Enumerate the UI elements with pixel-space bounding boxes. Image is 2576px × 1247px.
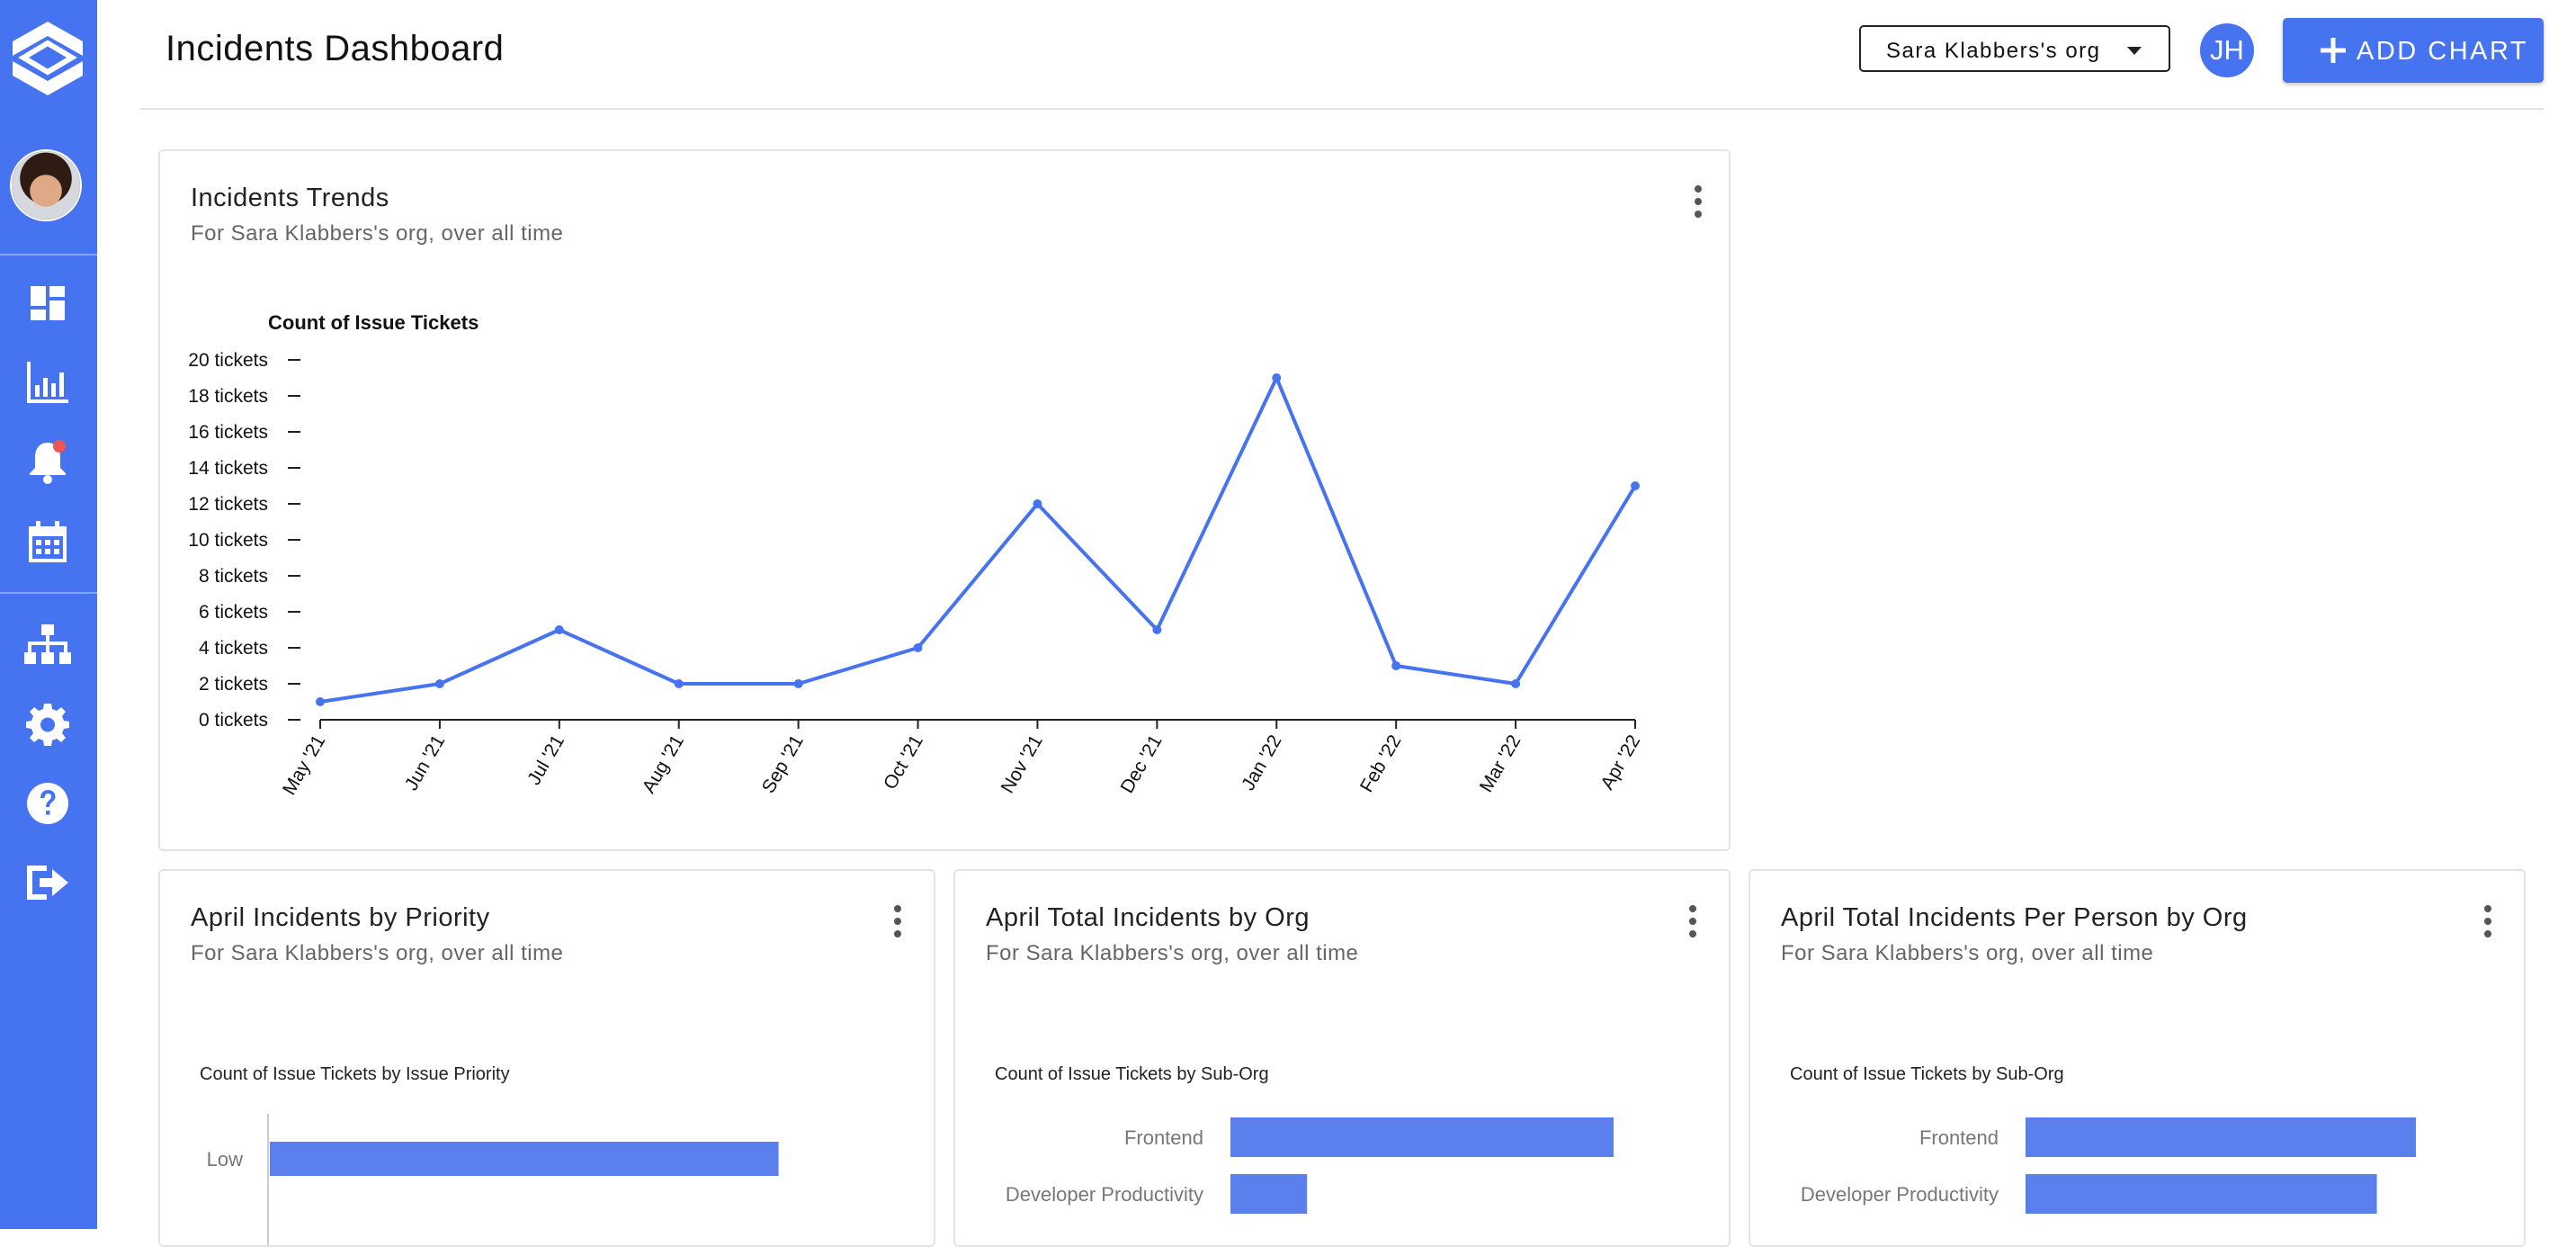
x-tick-label: Oct '21 xyxy=(880,731,927,794)
app-logo-icon[interactable] xyxy=(9,20,86,97)
add-chart-label: ADD CHART xyxy=(2357,37,2529,66)
y-tick-label: 0 tickets xyxy=(199,710,268,731)
card-subtitle: For Sara Klabbers's org, over all time xyxy=(1781,941,2154,965)
plus-icon xyxy=(2321,38,2346,63)
user-avatar[interactable] xyxy=(10,149,82,221)
sidebar-divider xyxy=(0,254,97,256)
y-tick-label: 14 tickets xyxy=(188,458,268,479)
bar xyxy=(1230,1174,1308,1214)
y-tick-label: 18 tickets xyxy=(188,386,268,407)
bar xyxy=(270,1142,779,1176)
data-point xyxy=(1272,373,1282,382)
user-initials-badge[interactable]: JH xyxy=(2200,23,2254,77)
card-title: April Incidents by Priority xyxy=(191,903,490,932)
sidebar-divider xyxy=(0,592,97,594)
chart-title: Count of Issue Tickets by Sub-Org xyxy=(1790,1064,2064,1084)
category-label: Frontend xyxy=(1124,1126,1203,1149)
x-tick-label: Jan '22 xyxy=(1238,731,1285,794)
y-tick-label: 4 tickets xyxy=(199,638,268,659)
data-point xyxy=(1631,481,1640,490)
page-title: Incidents Dashboard xyxy=(165,29,505,68)
y-tick-label: 6 tickets xyxy=(199,602,268,623)
card-title: April Total Incidents Per Person by Org xyxy=(1781,903,2248,932)
card-subtitle: For Sara Klabbers's org, over all time xyxy=(191,941,564,965)
settings-gear-icon[interactable] xyxy=(23,700,72,749)
incidents-trends-card: Incidents Trends For Sara Klabbers's org… xyxy=(158,149,1731,851)
x-tick-label: Jul '21 xyxy=(523,731,568,789)
more-options-icon[interactable] xyxy=(2482,903,2493,939)
incidents-by-priority-card: April Incidents by Priority For Sara Kla… xyxy=(158,869,935,1247)
y-tick-label: 10 tickets xyxy=(188,530,268,551)
bar xyxy=(2026,1174,2377,1214)
sidebar xyxy=(0,0,97,1229)
y-tick-label: 12 tickets xyxy=(188,494,268,515)
card-title: Incidents Trends xyxy=(191,184,389,212)
x-tick-label: Dec '21 xyxy=(1117,731,1167,797)
x-tick-label: Jun '21 xyxy=(401,731,449,794)
bar xyxy=(1230,1117,1614,1157)
data-point xyxy=(434,679,444,688)
data-point xyxy=(1152,625,1162,634)
card-subtitle: For Sara Klabbers's org, over all time xyxy=(986,941,1359,965)
chevron-down-icon xyxy=(2127,47,2142,55)
x-tick-label: May '21 xyxy=(279,731,329,799)
x-tick-label: Sep '21 xyxy=(758,731,808,797)
data-point xyxy=(1033,499,1042,508)
x-tick-label: Mar '22 xyxy=(1476,731,1525,796)
incidents-per-person-card: April Total Incidents Per Person by Org … xyxy=(1749,869,2526,1247)
more-options-icon[interactable] xyxy=(892,903,903,939)
org-select-value: Sara Klabbers's org xyxy=(1886,39,2101,63)
data-point xyxy=(1511,679,1521,688)
dashboard-icon[interactable] xyxy=(23,279,72,327)
category-label: Developer Productivity xyxy=(1006,1183,1203,1206)
incidents-by-org-card: April Total Incidents by Org For Sara Kl… xyxy=(953,869,1731,1247)
notifications-bell-icon[interactable] xyxy=(23,437,72,486)
calendar-icon[interactable] xyxy=(23,518,72,567)
per-person-bar-chart: Count of Issue Tickets by Sub-Org Fronten… xyxy=(1790,1064,2416,1214)
data-point xyxy=(316,697,325,706)
category-label: Frontend xyxy=(1919,1126,1999,1149)
x-tick-label: Feb '22 xyxy=(1356,731,1406,796)
card-title: April Total Incidents by Org xyxy=(986,903,1310,932)
org-chart-icon[interactable] xyxy=(23,621,72,669)
more-options-icon[interactable] xyxy=(1687,903,1698,939)
data-point xyxy=(1391,661,1401,670)
add-chart-button[interactable]: ADD CHART xyxy=(2283,18,2544,83)
org-select-dropdown[interactable]: Sara Klabbers's org xyxy=(1859,25,2170,72)
category-label: Developer Productivity xyxy=(1801,1183,1999,1206)
bar xyxy=(2026,1117,2416,1157)
more-options-icon[interactable] xyxy=(1693,184,1704,220)
help-icon[interactable] xyxy=(23,779,72,828)
x-tick-label: Apr '22 xyxy=(1597,731,1644,794)
x-tick-label: Aug '21 xyxy=(639,731,688,797)
category-label: Low xyxy=(207,1148,243,1171)
bar-chart-icon[interactable] xyxy=(23,358,72,407)
logout-icon[interactable] xyxy=(23,858,72,907)
y-tick-label: 16 tickets xyxy=(188,422,268,443)
data-point xyxy=(674,679,684,688)
notification-badge xyxy=(53,440,66,453)
chart-title: Count of Issue Tickets by Issue Priority xyxy=(200,1064,510,1084)
data-point xyxy=(793,679,803,688)
sub-org-bar-chart: Count of Issue Tickets by Sub-Org Fronten… xyxy=(995,1064,1614,1214)
y-axis-title: Count of Issue Tickets xyxy=(268,311,479,334)
card-subtitle: For Sara Klabbers's org, over all time xyxy=(191,221,564,246)
data-point xyxy=(913,643,923,652)
y-tick-label: 2 tickets xyxy=(199,674,268,695)
priority-bar-chart: Count of Issue Tickets by Issue Priority… xyxy=(200,1064,779,1245)
y-tick-label: 8 tickets xyxy=(199,566,268,587)
x-tick-label: Nov '21 xyxy=(997,731,1047,797)
series-line xyxy=(319,376,1637,704)
header-divider xyxy=(140,108,2544,110)
y-tick-label: 20 tickets xyxy=(188,350,268,371)
chart-title: Count of Issue Tickets by Sub-Org xyxy=(995,1064,1269,1084)
incidents-trend-line-chart: Count of Issue Tickets 0 tickets 2 tickets… xyxy=(188,311,1644,799)
data-point xyxy=(554,625,564,634)
